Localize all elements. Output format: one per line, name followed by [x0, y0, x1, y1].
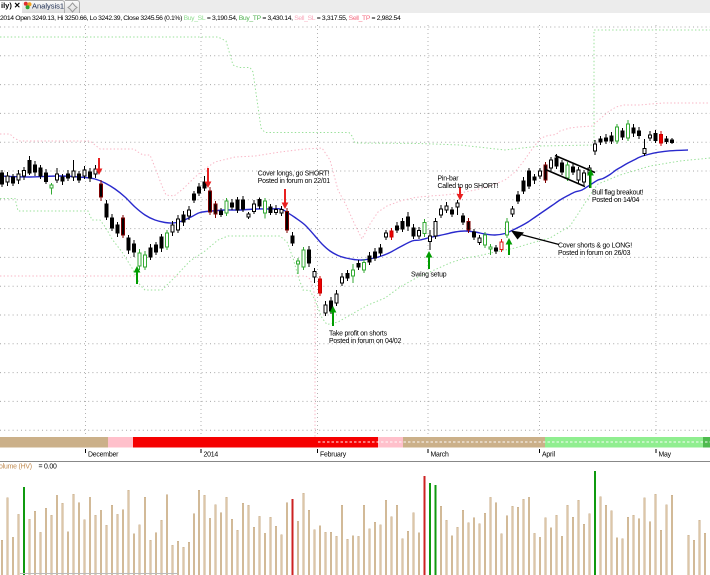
svg-text:olume (HV): olume (HV)	[0, 464, 32, 471]
svg-text:Cover shorts & go LONG!: Cover shorts & go LONG!	[558, 243, 632, 250]
svg-text:Posted in forum on 22/01: Posted in forum on 22/01	[258, 178, 331, 185]
svg-text:Posted on 14/04: Posted on 14/04	[592, 197, 640, 204]
svg-text:December: December	[88, 452, 119, 459]
svg-text:= 0.00: = 0.00	[39, 464, 58, 471]
svg-text:May: May	[659, 452, 672, 459]
svg-text:March: March	[431, 452, 450, 459]
svg-text:Swing setup: Swing setup	[411, 272, 447, 279]
svg-text:Called to go SHORT!: Called to go SHORT!	[438, 183, 499, 190]
svg-text:Cover longs, go SHORT!: Cover longs, go SHORT!	[258, 171, 330, 178]
svg-text:Pin-bar: Pin-bar	[438, 175, 460, 182]
svg-text:Posted in forum on 26/03: Posted in forum on 26/03	[558, 250, 631, 257]
svg-text:Bull flag breakout!: Bull flag breakout!	[592, 190, 644, 197]
svg-text:2014: 2014	[204, 452, 219, 459]
svg-text:Posted in forum on 04/02: Posted in forum on 04/02	[329, 338, 402, 345]
svg-text:Take profit on shorts: Take profit on shorts	[329, 331, 388, 338]
svg-text:February: February	[320, 452, 347, 459]
svg-text:April: April	[542, 452, 555, 459]
